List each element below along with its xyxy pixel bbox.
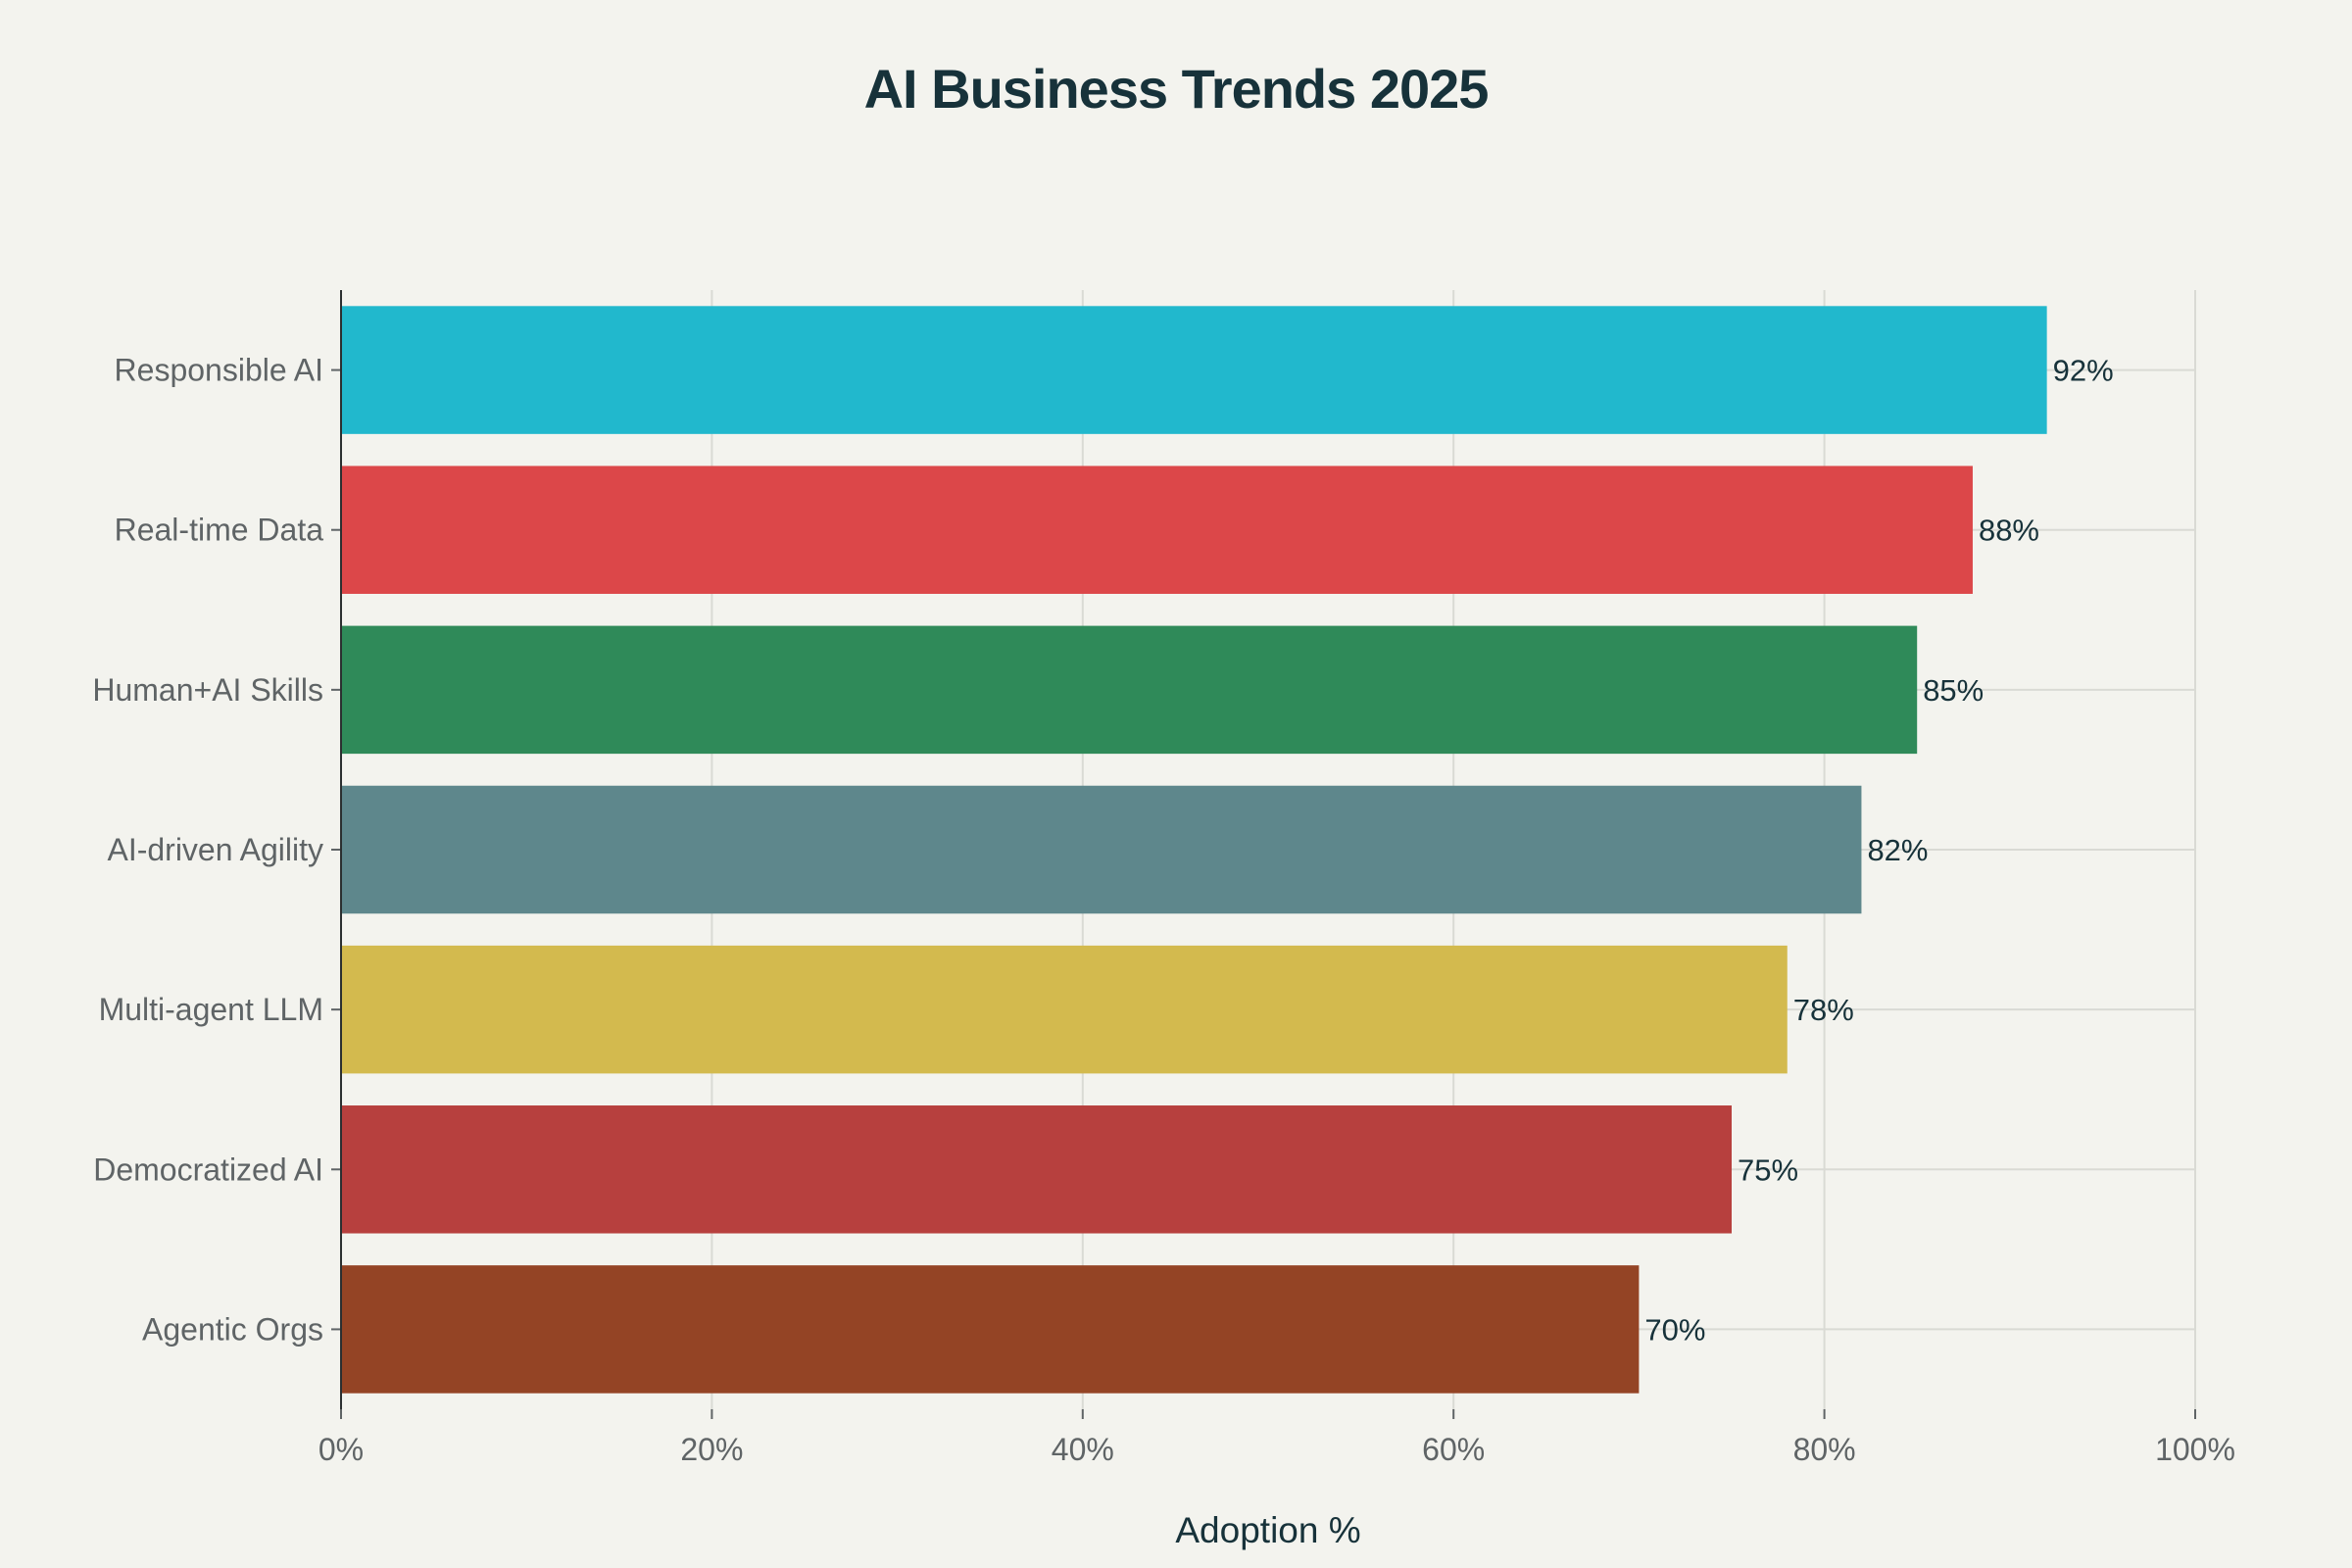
- bar: [341, 306, 2047, 434]
- bar: [341, 466, 1973, 594]
- data-label: 75%: [1738, 1152, 1798, 1187]
- x-axis-title: Adoption %: [1175, 1510, 1360, 1550]
- x-tick-label: 20%: [680, 1432, 743, 1467]
- category-label: AI-driven Agility: [107, 832, 323, 867]
- data-label: 82%: [1867, 833, 1928, 867]
- chart-title: AI Business Trends 2025: [863, 58, 1490, 120]
- category-label: Democratized AI: [93, 1152, 323, 1187]
- data-label: 70%: [1644, 1312, 1705, 1347]
- data-label: 78%: [1793, 993, 1854, 1027]
- bar: [341, 1105, 1732, 1234]
- category-label: Human+AI Skills: [92, 672, 323, 708]
- category-label: Real-time Data: [115, 513, 324, 548]
- bar: [341, 945, 1788, 1074]
- x-tick-label: 0%: [318, 1432, 364, 1467]
- category-label: Multi-agent LLM: [99, 992, 323, 1027]
- x-tick-label: 100%: [2155, 1432, 2235, 1467]
- category-label: Responsible AI: [115, 353, 323, 388]
- x-tick-label: 40%: [1052, 1432, 1114, 1467]
- x-tick-label: 80%: [1793, 1432, 1856, 1467]
- category-label: Agentic Orgs: [142, 1311, 323, 1347]
- data-label: 92%: [2053, 354, 2114, 388]
- bar: [341, 1265, 1640, 1394]
- bar: [341, 625, 1918, 755]
- bar: [341, 785, 1862, 914]
- data-label: 88%: [1979, 514, 2039, 548]
- x-tick-label: 60%: [1422, 1432, 1485, 1467]
- data-label: 85%: [1923, 673, 1984, 708]
